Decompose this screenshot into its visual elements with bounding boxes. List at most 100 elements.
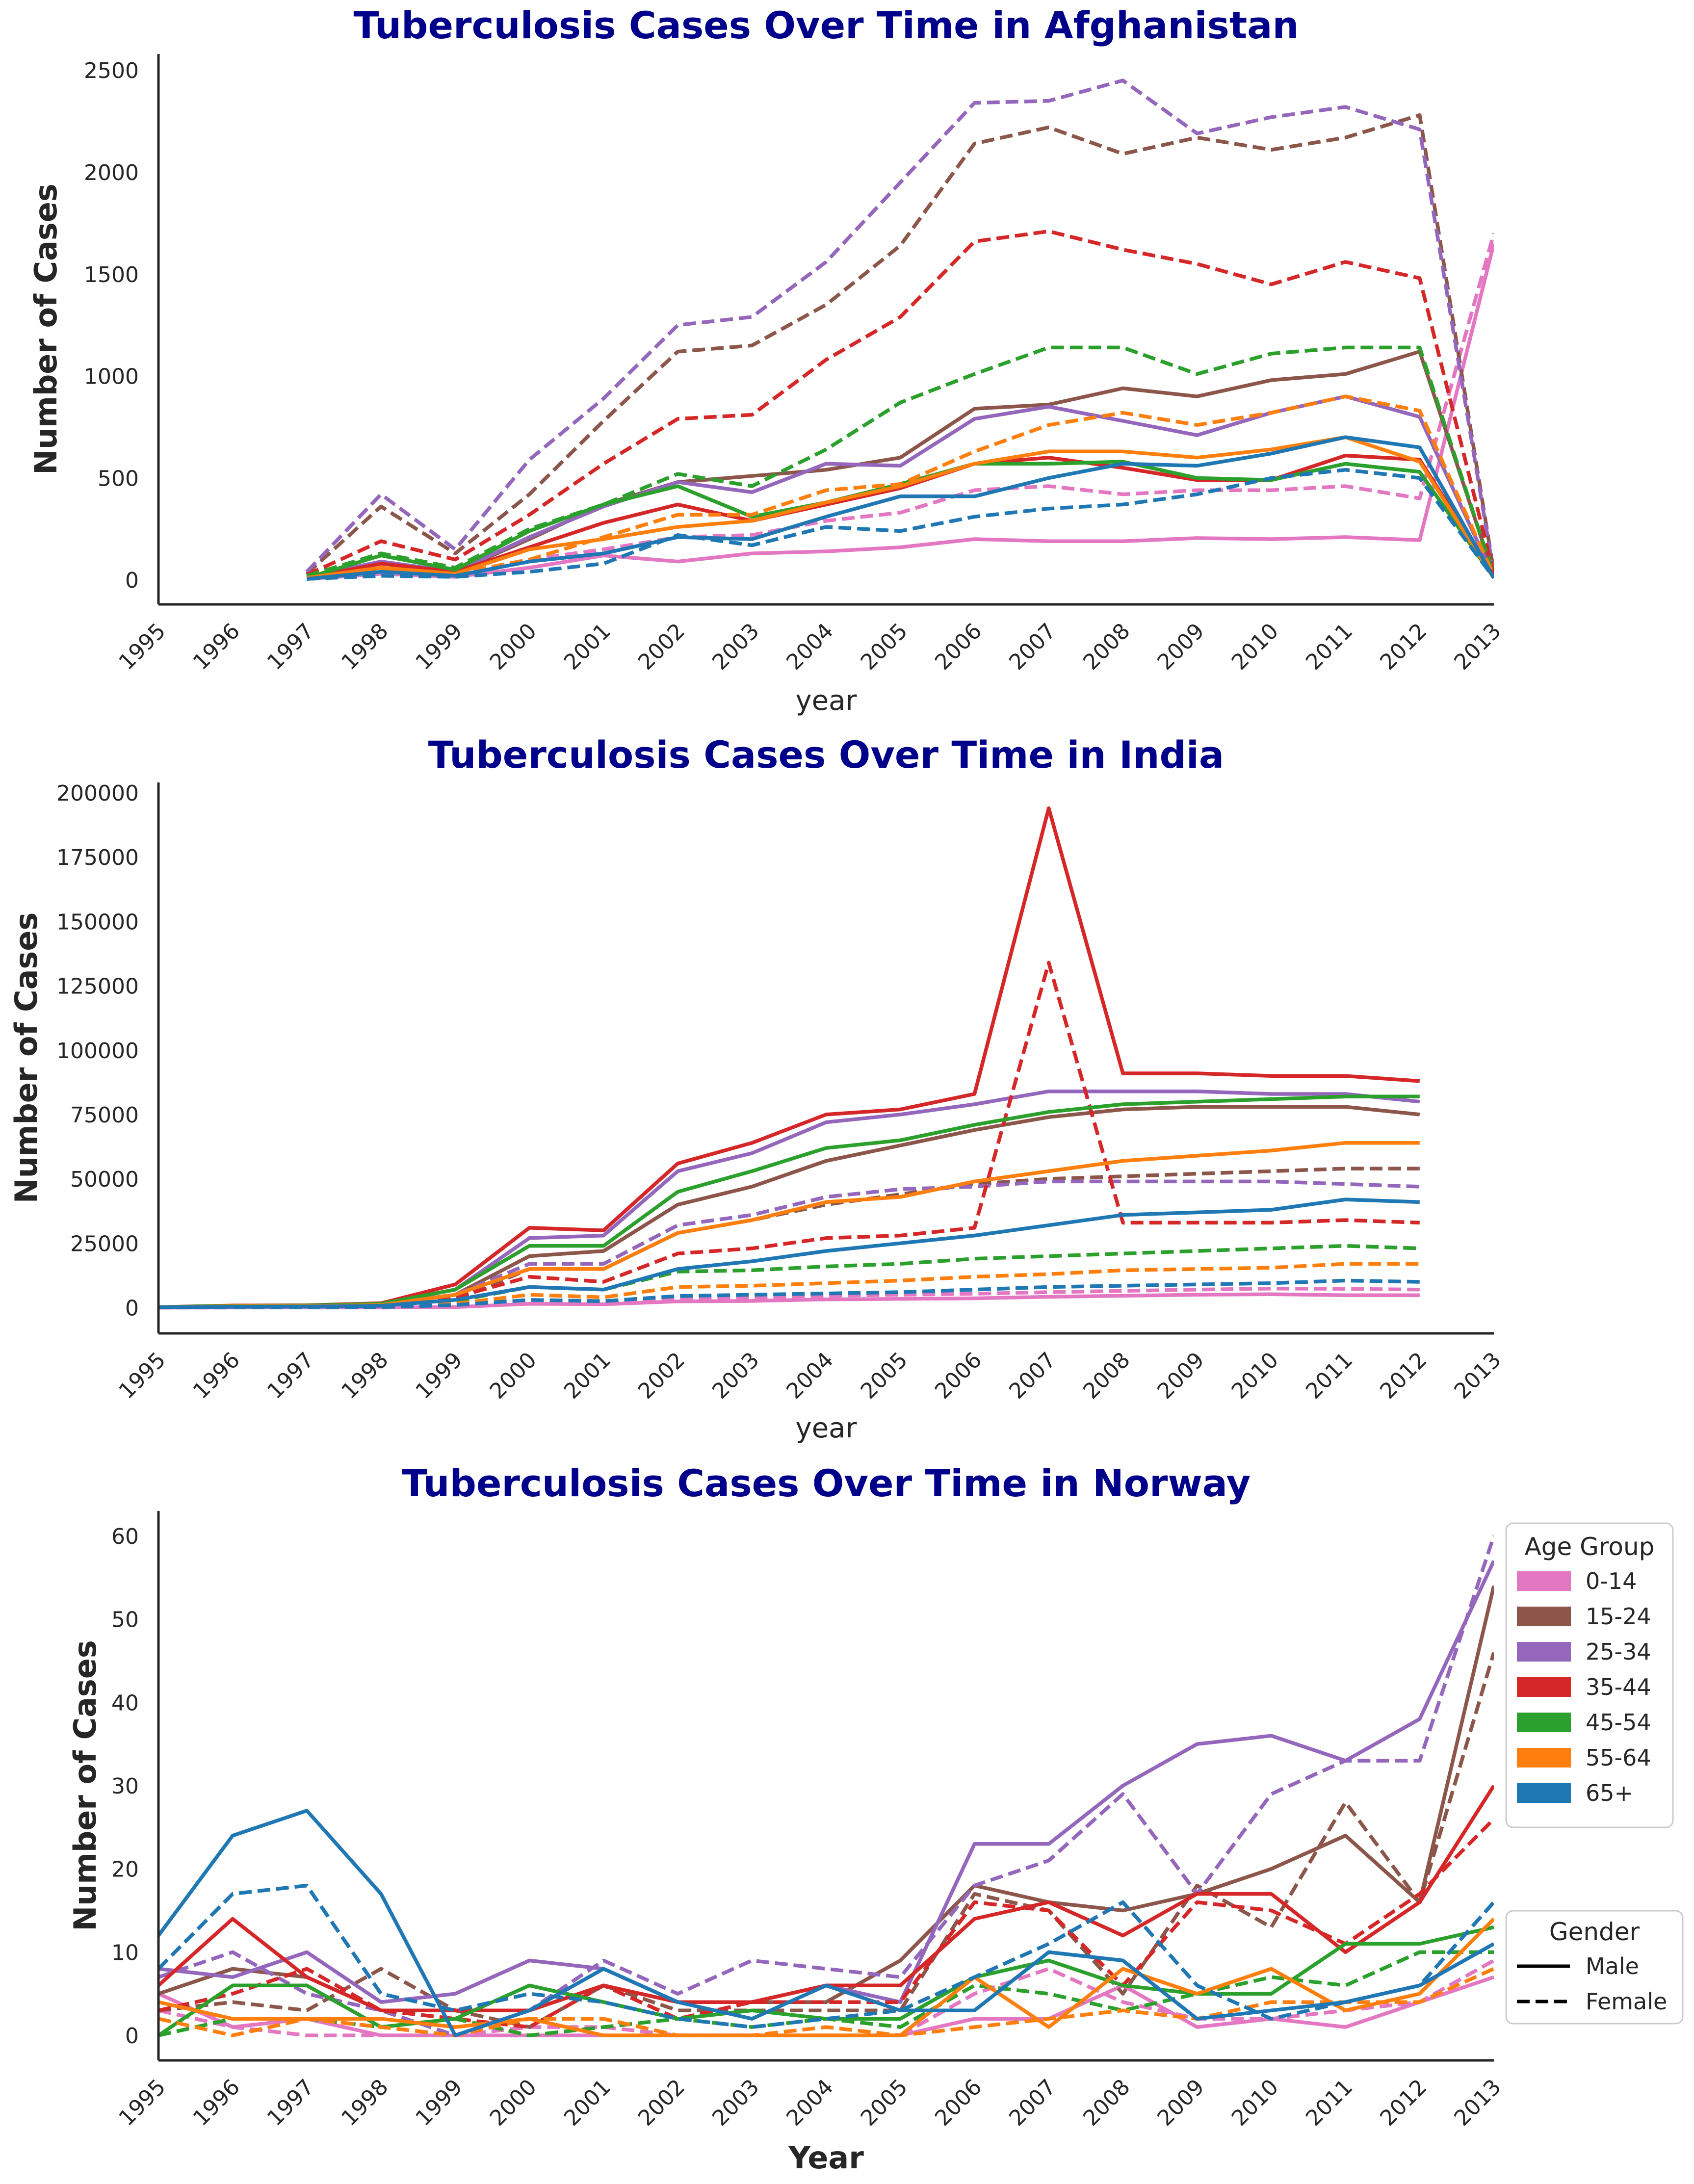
x-axis-label: year — [796, 1412, 858, 1444]
legend-title: Age Group — [1525, 1533, 1655, 1561]
series-line-65plus-female — [307, 468, 1494, 581]
x-tick-label: 1997 — [262, 1348, 319, 1404]
y-axis-label: Number of Cases — [28, 183, 64, 475]
legend-label: 45-54 — [1586, 1709, 1651, 1736]
x-tick-label: 2013 — [1450, 619, 1506, 675]
legend-label: 0-14 — [1586, 1568, 1637, 1594]
chart-title: Tuberculosis Cases Over Time in India — [428, 733, 1224, 777]
y-tick-label: 40 — [111, 1690, 139, 1716]
x-tick-label: 2007 — [1004, 2075, 1061, 2131]
legend-swatch-0-14 — [1517, 1571, 1571, 1591]
x-tick-label: 1997 — [262, 619, 319, 675]
x-tick-label: 1996 — [188, 619, 245, 675]
legend-swatch-55-64 — [1517, 1748, 1571, 1768]
y-tick-label: 10 — [111, 1940, 139, 1965]
legend-swatch-35-44 — [1517, 1677, 1571, 1697]
x-tick-label: 2004 — [782, 619, 838, 675]
y-tick-label: 500 — [98, 466, 139, 491]
x-tick-label: 2005 — [856, 2075, 912, 2131]
x-tick-label: 2010 — [1227, 1348, 1283, 1404]
x-tick-label: 2001 — [559, 1348, 616, 1404]
y-tick-label: 1500 — [84, 262, 139, 287]
y-tick-label: 2500 — [84, 58, 139, 83]
x-tick-label: 1995 — [114, 2075, 171, 2131]
series-group — [158, 1535, 1494, 2037]
x-tick-label: 1998 — [337, 1348, 393, 1404]
x-tick-label: 2003 — [707, 619, 764, 675]
x-tick-label: 2002 — [633, 1348, 690, 1404]
x-tick-label: 2012 — [1375, 1348, 1432, 1404]
x-tick-label: 2013 — [1450, 2075, 1506, 2131]
y-tick-label: 25000 — [70, 1231, 139, 1256]
series-line-0-14-male — [307, 243, 1494, 581]
legend-label: 35-44 — [1586, 1674, 1651, 1700]
y-tick-label: 60 — [111, 1524, 139, 1549]
x-tick-label: 2010 — [1227, 2075, 1283, 2131]
legend-title: Gender — [1549, 1918, 1640, 1946]
x-tick-label: 2010 — [1227, 619, 1283, 675]
y-axis-label: Number of Cases — [8, 912, 44, 1204]
legend-frame — [1505, 1910, 1684, 2025]
x-tick-label: 2011 — [1301, 619, 1357, 675]
x-tick-label: 2007 — [1004, 1348, 1061, 1404]
y-tick-label: 175000 — [56, 845, 139, 870]
x-tick-label: 1995 — [114, 1348, 171, 1404]
y-axis-label: Number of Cases — [67, 1640, 103, 1931]
series-group — [158, 806, 1420, 1310]
x-tick-label: 2005 — [856, 1348, 912, 1404]
legend-label: 15-24 — [1586, 1603, 1651, 1630]
chart-panel-2: Tuberculosis Cases Over Time in India 0 25… — [8, 733, 1506, 1444]
x-tick-label: 1996 — [188, 2075, 245, 2131]
series-line-25-34-male — [158, 1089, 1420, 1309]
x-tick-label: 1999 — [411, 2075, 467, 2131]
series-line-25-34-male — [158, 1560, 1494, 2004]
series-line-25-34-female — [305, 78, 1494, 574]
x-axis-label: Year — [788, 2140, 864, 2176]
y-tick-label: 50000 — [70, 1167, 139, 1192]
x-tick-label: 1998 — [337, 2075, 393, 2131]
y-tick-label: 200000 — [56, 781, 139, 806]
chart-title: Tuberculosis Cases Over Time in Afghanis… — [353, 3, 1299, 47]
series-line-65plus-female — [158, 1278, 1420, 1310]
x-tick-label: 2005 — [856, 619, 912, 675]
legend-swatch-65plus — [1517, 1783, 1571, 1803]
x-tick-label: 2009 — [1153, 2075, 1209, 2131]
x-tick-label: 1999 — [411, 619, 467, 675]
x-tick-label: 1999 — [411, 1348, 467, 1404]
series-line-65plus-male — [307, 435, 1494, 581]
series-line-35-44-male — [158, 806, 1420, 1309]
x-tick-label: 2003 — [707, 2075, 764, 2131]
legend-age-group: Age Group 0-14 15-24 25-34 35-44 45-54 55-64 65… — [1505, 1522, 1674, 1828]
y-tick-label: 1000 — [84, 364, 139, 390]
x-tick-label: 1995 — [114, 619, 171, 675]
legend-swatch-15-24 — [1517, 1607, 1571, 1626]
x-tick-label: 2008 — [1078, 2075, 1135, 2131]
y-tick-label: 0 — [125, 1296, 139, 1321]
y-tick-label: 0 — [125, 2024, 139, 2049]
legend-swatch-45-54 — [1517, 1713, 1571, 1732]
x-tick-label: 2000 — [485, 619, 542, 675]
x-tick-label: 2011 — [1301, 2075, 1357, 2131]
x-tick-label: 2000 — [485, 2075, 542, 2131]
legend-label: 25-34 — [1586, 1638, 1651, 1665]
series-line-15-24-female — [158, 1652, 1494, 2029]
series-line-35-44-female — [158, 1818, 1494, 2029]
series-line-15-24-male — [158, 1585, 1494, 2012]
legend-swatch-25-34 — [1517, 1642, 1571, 1662]
series-line-55-64-female — [158, 1967, 1494, 2037]
x-tick-label: 2004 — [782, 2075, 838, 2131]
series-line-55-64-male — [306, 435, 1494, 580]
x-tick-label: 2009 — [1153, 619, 1209, 675]
legend-label: Male — [1586, 1953, 1639, 1979]
x-tick-label: 1997 — [262, 2075, 319, 2131]
x-tick-label: 2001 — [559, 619, 616, 675]
x-tick-label: 2006 — [930, 619, 987, 675]
series-line-15-24-female — [305, 113, 1494, 575]
x-tick-label: 2009 — [1153, 1348, 1209, 1404]
x-tick-label: 2006 — [930, 2075, 987, 2131]
chart-panel-1: Tuberculosis Cases Over Time in Afghanis… — [28, 3, 1506, 717]
series-group — [305, 78, 1494, 581]
y-tick-label: 100000 — [56, 1039, 139, 1064]
series-line-35-44-male — [306, 453, 1494, 580]
